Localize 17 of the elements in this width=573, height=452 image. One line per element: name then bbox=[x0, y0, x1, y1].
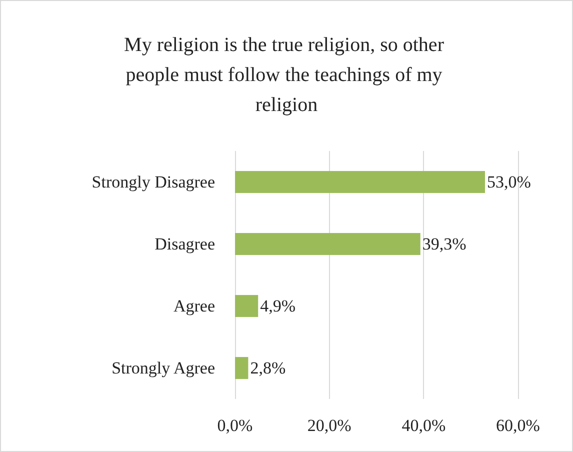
data-label: 4,9% bbox=[260, 296, 296, 316]
bar bbox=[235, 233, 420, 255]
y-tick-label: Agree bbox=[173, 296, 215, 316]
y-tick-label: Disagree bbox=[154, 234, 215, 254]
chart-title: My religion is the true religion, so other people must follow the teachings of my religion bbox=[124, 34, 449, 116]
data-label: 39,3% bbox=[422, 234, 466, 254]
bar bbox=[235, 357, 248, 379]
bar bbox=[235, 295, 258, 317]
x-tick-label: 0,0% bbox=[217, 416, 253, 435]
x-tick-label: 40,0% bbox=[402, 416, 446, 435]
y-tick-label: Strongly Disagree bbox=[92, 172, 215, 192]
x-tick-label: 20,0% bbox=[307, 416, 352, 435]
data-label: 2,8% bbox=[250, 358, 286, 378]
bar bbox=[235, 171, 485, 193]
y-tick-label: Strongly Agree bbox=[112, 358, 215, 378]
data-label: 53,0% bbox=[486, 172, 531, 192]
x-tick-label: 60,0% bbox=[496, 416, 540, 435]
